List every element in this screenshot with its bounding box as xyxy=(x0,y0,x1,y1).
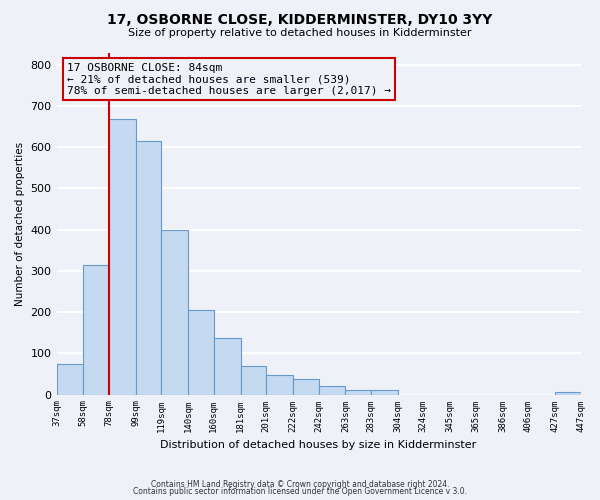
Bar xyxy=(241,366,266,394)
Bar xyxy=(293,380,319,394)
Text: Size of property relative to detached houses in Kidderminster: Size of property relative to detached ho… xyxy=(128,28,472,38)
Bar xyxy=(319,386,346,394)
Bar xyxy=(161,230,188,394)
Text: Contains public sector information licensed under the Open Government Licence v : Contains public sector information licen… xyxy=(133,488,467,496)
Bar xyxy=(136,141,161,395)
Bar xyxy=(188,310,214,394)
Bar xyxy=(109,120,136,394)
Bar xyxy=(83,264,109,394)
Bar xyxy=(346,390,371,394)
Bar xyxy=(555,392,581,394)
Text: 17, OSBORNE CLOSE, KIDDERMINSTER, DY10 3YY: 17, OSBORNE CLOSE, KIDDERMINSTER, DY10 3… xyxy=(107,12,493,26)
Bar xyxy=(371,390,398,394)
X-axis label: Distribution of detached houses by size in Kidderminster: Distribution of detached houses by size … xyxy=(160,440,476,450)
Text: 17 OSBORNE CLOSE: 84sqm
← 21% of detached houses are smaller (539)
78% of semi-d: 17 OSBORNE CLOSE: 84sqm ← 21% of detache… xyxy=(67,63,391,96)
Bar xyxy=(214,338,241,394)
Y-axis label: Number of detached properties: Number of detached properties xyxy=(15,142,25,306)
Text: Contains HM Land Registry data © Crown copyright and database right 2024.: Contains HM Land Registry data © Crown c… xyxy=(151,480,449,489)
Bar xyxy=(56,364,83,394)
Bar xyxy=(266,375,293,394)
